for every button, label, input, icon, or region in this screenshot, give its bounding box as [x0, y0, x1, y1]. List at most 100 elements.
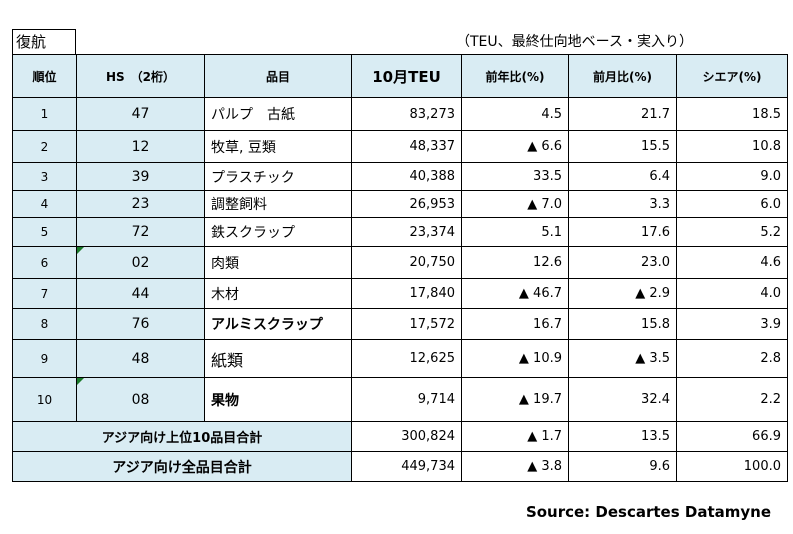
hs-cell: 08	[76, 377, 205, 422]
yoy-cell: ▲ 7.0	[461, 190, 569, 218]
rank-cell: 9	[12, 339, 77, 378]
share-cell: 2.2	[676, 377, 788, 422]
share-cell: 3.9	[676, 308, 788, 340]
item-cell: アルミスクラップ	[204, 308, 352, 340]
header-mom: 前月比(%)	[568, 54, 677, 98]
table-row: 1 47 パルプ 古紙 83,273 4.5 21.7 18.5	[12, 97, 788, 131]
item-cell: 木材	[204, 278, 352, 309]
total-row: アジア向け上位10品目合計 300,824 ▲ 1.7 13.5 66.9	[12, 421, 788, 452]
item-cell: 紙類	[204, 339, 352, 378]
share-cell: 10.8	[676, 130, 788, 163]
table-row: 7 44 木材 17,840 ▲ 46.7 ▲ 2.9 4.0	[12, 278, 788, 309]
teu-cell: 9,714	[351, 377, 462, 422]
item-cell: 鉄スクラップ	[204, 217, 352, 247]
header-row: 順位 HS （2桁） 品目 10月TEU 前年比(%) 前月比(%) シエア(%…	[12, 54, 788, 98]
yoy-cell: ▲ 19.7	[461, 377, 569, 422]
teu-cell: 12,625	[351, 339, 462, 378]
total-share: 66.9	[676, 421, 788, 452]
item-cell: 果物	[204, 377, 352, 422]
header-yoy: 前年比(%)	[461, 54, 569, 98]
mom-cell: 15.8	[568, 308, 677, 340]
hs-cell: 39	[76, 162, 205, 191]
item-cell: 牧草, 豆類	[204, 130, 352, 163]
total-mom: 13.5	[568, 421, 677, 452]
rank-cell: 5	[12, 217, 77, 247]
hs-cell: 48	[76, 339, 205, 378]
mom-cell: ▲ 3.5	[568, 339, 677, 378]
table-row: 5 72 鉄スクラップ 23,374 5.1 17.6 5.2	[12, 217, 788, 247]
mom-cell: 6.4	[568, 162, 677, 191]
table-row: 9 48 紙類 12,625 ▲ 10.9 ▲ 3.5 2.8	[12, 339, 788, 378]
mom-cell: 21.7	[568, 97, 677, 131]
header-share: シエア(%)	[676, 54, 788, 98]
mom-cell: 23.0	[568, 246, 677, 279]
table-row: 6 02 肉類 20,750 12.6 23.0 4.6	[12, 246, 788, 279]
item-cell: パルプ 古紙	[204, 97, 352, 131]
yoy-cell: 33.5	[461, 162, 569, 191]
total-teu: 300,824	[351, 421, 462, 452]
table-row: 10 08 果物 9,714 ▲ 19.7 32.4 2.2	[12, 377, 788, 422]
yoy-cell: 12.6	[461, 246, 569, 279]
hs-cell: 76	[76, 308, 205, 340]
total-yoy: ▲ 3.8	[461, 451, 569, 482]
rank-cell: 7	[12, 278, 77, 309]
unit-note: （TEU、最終仕向地ベース・実入り）	[456, 34, 693, 50]
yoy-cell: 5.1	[461, 217, 569, 247]
share-cell: 9.0	[676, 162, 788, 191]
share-cell: 2.8	[676, 339, 788, 378]
total-yoy: ▲ 1.7	[461, 421, 569, 452]
hs-cell: 47	[76, 97, 205, 131]
header-hs: HS （2桁）	[76, 54, 205, 98]
header-teu: 10月TEU	[351, 54, 462, 98]
mom-cell: 15.5	[568, 130, 677, 163]
comment-marker-icon	[77, 378, 84, 385]
header-rank: 順位	[12, 54, 77, 98]
share-cell: 4.0	[676, 278, 788, 309]
mom-cell: 32.4	[568, 377, 677, 422]
share-cell: 18.5	[676, 97, 788, 131]
teu-cell: 20,750	[351, 246, 462, 279]
hs-cell: 72	[76, 217, 205, 247]
total-row: アジア向け全品目合計 449,734 ▲ 3.8 9.6 100.0	[12, 451, 788, 482]
header-item: 品目	[204, 54, 352, 98]
yoy-cell: ▲ 6.6	[461, 130, 569, 163]
total-label: アジア向け全品目合計	[12, 451, 352, 482]
cargo-table: 順位 HS （2桁） 品目 10月TEU 前年比(%) 前月比(%) シエア(%…	[12, 54, 788, 482]
hs-value: 08	[131, 391, 150, 408]
item-cell: 調整飼料	[204, 190, 352, 218]
total-mom: 9.6	[568, 451, 677, 482]
item-cell: 肉類	[204, 246, 352, 279]
total-label: アジア向け上位10品目合計	[12, 421, 352, 452]
yoy-cell: 4.5	[461, 97, 569, 131]
rank-cell: 3	[12, 162, 77, 191]
hs-cell: 23	[76, 190, 205, 218]
teu-cell: 40,388	[351, 162, 462, 191]
rank-cell: 2	[12, 130, 77, 163]
item-cell: プラスチック	[204, 162, 352, 191]
hs-cell: 12	[76, 130, 205, 163]
yoy-cell: 16.7	[461, 308, 569, 340]
teu-cell: 83,273	[351, 97, 462, 131]
rank-cell: 8	[12, 308, 77, 340]
share-cell: 5.2	[676, 217, 788, 247]
table-row: 3 39 プラスチック 40,388 33.5 6.4 9.0	[12, 162, 788, 191]
yoy-cell: ▲ 46.7	[461, 278, 569, 309]
source-credit: Source: Descartes Datamyne	[525, 503, 771, 521]
teu-cell: 23,374	[351, 217, 462, 247]
hs-cell: 44	[76, 278, 205, 309]
teu-cell: 48,337	[351, 130, 462, 163]
total-teu: 449,734	[351, 451, 462, 482]
table-row: 4 23 調整飼料 26,953 ▲ 7.0 3.3 6.0	[12, 190, 788, 218]
teu-cell: 26,953	[351, 190, 462, 218]
total-share: 100.0	[676, 451, 788, 482]
rank-cell: 10	[12, 377, 77, 422]
yoy-cell: ▲ 10.9	[461, 339, 569, 378]
table-row: 2 12 牧草, 豆類 48,337 ▲ 6.6 15.5 10.8	[12, 130, 788, 163]
hs-value: 02	[131, 254, 150, 271]
route-tag: 復航	[12, 29, 76, 54]
teu-cell: 17,840	[351, 278, 462, 309]
hs-cell: 02	[76, 246, 205, 279]
share-cell: 6.0	[676, 190, 788, 218]
rank-cell: 4	[12, 190, 77, 218]
comment-marker-icon	[77, 247, 84, 254]
